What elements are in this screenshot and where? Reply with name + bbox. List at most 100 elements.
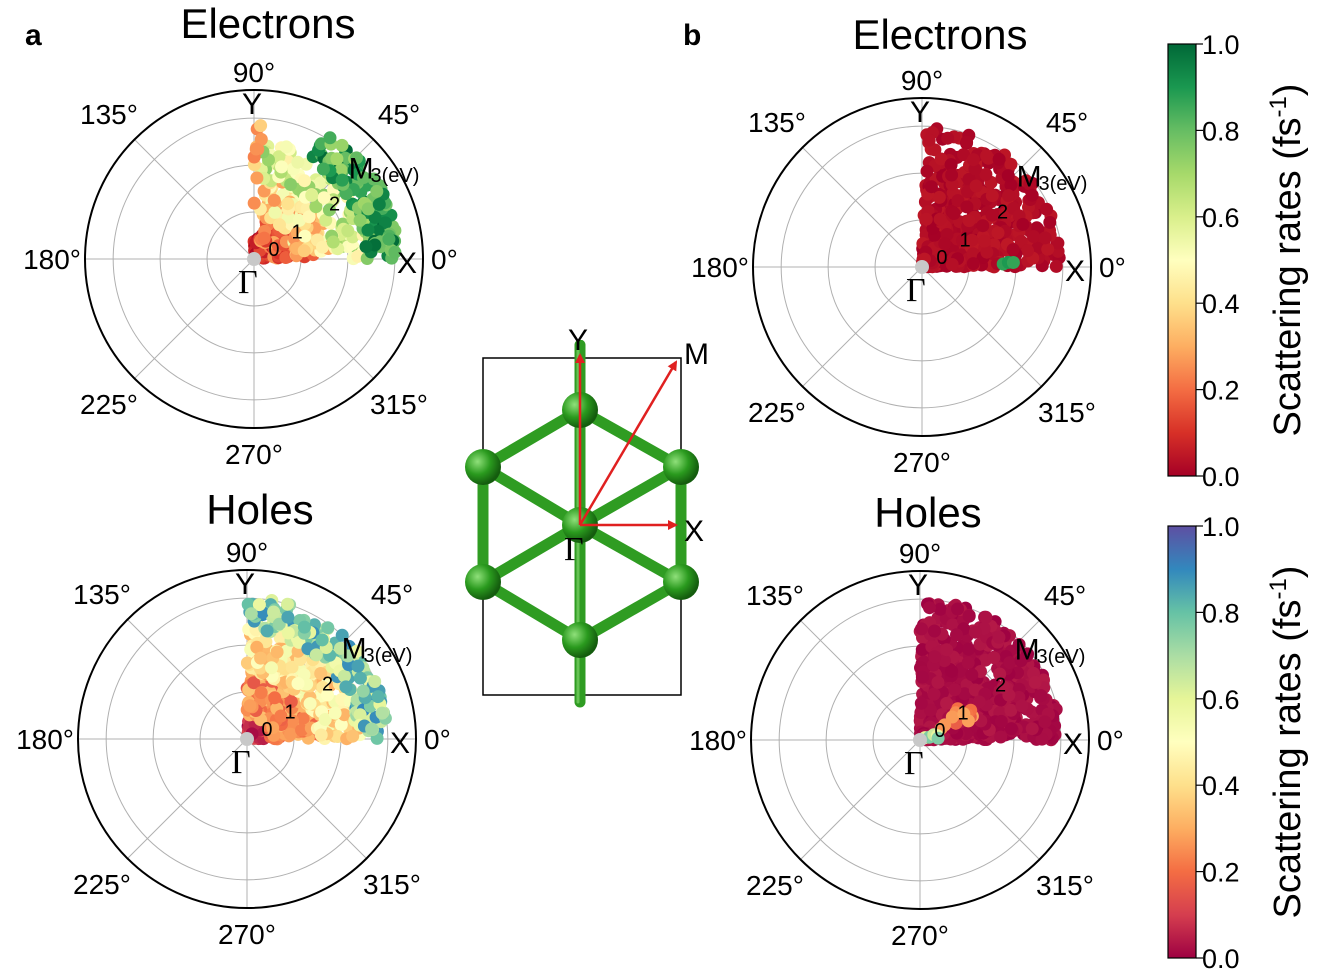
data-point	[284, 178, 298, 191]
symmetry-point-label: Y	[908, 569, 928, 602]
data-point	[958, 687, 972, 701]
colorbar-tick-label: 0.4	[1202, 289, 1240, 319]
data-point	[309, 648, 323, 662]
colorbar-label: Scattering rates (fs-1)	[1265, 566, 1309, 919]
angle-label: 90°	[233, 57, 275, 88]
data-point	[353, 213, 367, 227]
data-point	[296, 712, 310, 726]
data-point	[924, 180, 938, 194]
angle-label: 315°	[1036, 870, 1094, 901]
symmetry-point-label: X	[397, 247, 417, 280]
radial-tick-label: 1	[960, 230, 971, 252]
data-point	[1049, 259, 1063, 273]
data-point	[335, 138, 349, 152]
data-point	[375, 706, 389, 720]
data-point	[382, 232, 396, 246]
data-point	[945, 258, 959, 271]
data-point	[314, 728, 328, 742]
data-point	[1040, 202, 1054, 216]
data-point	[247, 676, 261, 690]
scatter-points	[916, 122, 1066, 274]
data-point	[944, 158, 958, 172]
data-point	[915, 670, 929, 684]
data-point	[1023, 177, 1037, 191]
data-point	[941, 131, 955, 145]
data-point	[940, 643, 954, 657]
data-point	[960, 135, 974, 149]
data-point	[309, 200, 323, 214]
data-point	[305, 188, 319, 202]
colorbar-gradient	[1167, 525, 1197, 959]
lattice-label-m: M	[684, 338, 709, 371]
scatter-points	[247, 119, 402, 266]
data-point	[368, 675, 382, 688]
data-point	[1003, 656, 1017, 670]
data-point	[985, 189, 999, 203]
data-point	[920, 164, 934, 178]
scatter-points	[240, 594, 392, 746]
data-point	[1016, 217, 1030, 231]
data-point	[302, 210, 316, 224]
data-point	[923, 601, 936, 615]
data-point	[957, 707, 971, 721]
data-point	[365, 722, 379, 736]
colorbar-tick-label: 0.8	[1202, 598, 1240, 628]
angular-gridline	[253, 258, 374, 379]
polar-frame	[77, 569, 417, 909]
data-point	[321, 621, 335, 635]
plot-title: Electrons	[852, 11, 1027, 58]
data-point	[323, 131, 337, 145]
data-point	[292, 213, 306, 227]
angular-gridline	[800, 620, 921, 741]
data-point	[922, 133, 936, 147]
symmetry-point-label: X	[390, 727, 410, 760]
data-point	[371, 690, 385, 704]
data-point	[316, 240, 329, 254]
radial-tick-label: 2	[322, 674, 333, 696]
symmetry-point-label: Γ	[238, 264, 258, 301]
lattice-label-gamma: Γ	[564, 531, 584, 568]
data-point	[976, 219, 990, 233]
data-point	[962, 642, 976, 656]
radial-tick-label: 3(eV)	[364, 645, 413, 667]
data-point	[328, 706, 342, 720]
angular-gridline	[802, 266, 923, 387]
data-point	[240, 656, 254, 670]
data-point	[966, 257, 980, 271]
data-point	[957, 148, 970, 162]
angular-gridline	[919, 739, 1040, 860]
data-point	[335, 628, 349, 642]
data-point	[1014, 654, 1028, 668]
angle-label: 45°	[378, 99, 420, 130]
data-point	[1014, 234, 1028, 248]
plot-title: Holes	[206, 486, 313, 533]
angle-label: 180°	[16, 724, 74, 755]
data-point	[1041, 242, 1055, 256]
radial-tick-label: 0	[268, 239, 279, 261]
data-point	[265, 661, 278, 675]
radial-tick-label: 0	[934, 720, 945, 742]
gamma-marker	[240, 732, 254, 746]
data-point	[977, 234, 991, 248]
data-point	[945, 177, 959, 191]
data-point	[250, 640, 264, 654]
angle-label: 315°	[1038, 397, 1096, 428]
colorbar-tick-label: 1.0	[1202, 512, 1240, 542]
colorbar-tick-label: 0.6	[1202, 203, 1240, 233]
angle-label: 180°	[689, 725, 747, 756]
radial-tick-label: 3(eV)	[1037, 646, 1086, 668]
colorbar-tick-label: 0.2	[1202, 858, 1240, 888]
data-point	[961, 656, 975, 670]
colorbar-tick-label: 1.0	[1202, 30, 1240, 60]
data-point	[927, 687, 941, 701]
data-point	[321, 688, 334, 702]
data-point	[1004, 703, 1018, 717]
data-point	[254, 132, 268, 146]
polar-plot-a-holes: Holes 0° 45° 90° 135° 180° 225° 270° 315° 01 2 3(eV…	[16, 486, 451, 950]
data-point	[281, 610, 295, 624]
angle-label: 225°	[746, 870, 804, 901]
panel-label-b: b	[683, 19, 701, 52]
data-point	[933, 212, 947, 226]
data-point	[994, 714, 1008, 728]
data-point	[335, 173, 349, 187]
